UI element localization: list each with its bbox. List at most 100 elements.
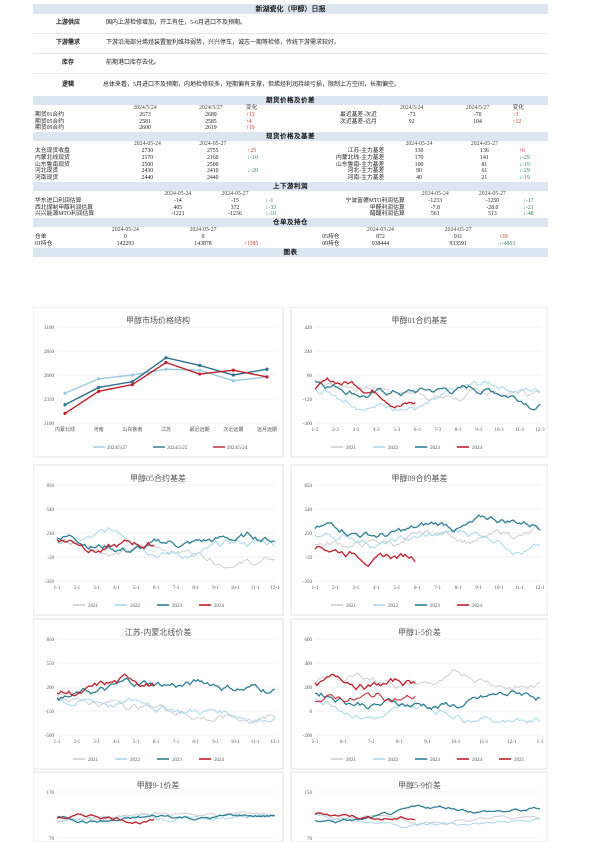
x-tick-label: 12-1 xyxy=(507,740,517,745)
header-cell: 2024-05-27 xyxy=(470,141,498,148)
table-header-row: 2024/5/24 2024/5/27 变化 2024/5/24 2024/5/27 变化 xyxy=(33,105,548,112)
y-tick-label: 2350 xyxy=(44,398,55,403)
chart-frame xyxy=(290,307,548,458)
chart-title: 甲醇市场价格结构 xyxy=(126,315,190,325)
y-tick-label: 0 xyxy=(310,710,313,715)
table-cell: 2500 xyxy=(141,161,154,168)
table-cell xyxy=(379,125,445,132)
x-tick-label: 1-1 xyxy=(312,586,319,591)
series-line xyxy=(314,689,541,710)
summary-text: 下游沿海部分烯烃装置盈利维持弱势，兴兴停车，诚志一期等检修，传统下游需求较好。 xyxy=(106,40,341,46)
x-tick-label: 2-1 xyxy=(73,740,80,745)
x-tick-label: 河南 xyxy=(94,426,104,433)
x-tick-label: 9-1 xyxy=(424,740,431,745)
table-cell: 938444 xyxy=(371,240,390,247)
x-tick-label: 8-3 xyxy=(455,428,462,433)
y-tick-label: 2100 xyxy=(44,422,55,427)
table-cell: 90 xyxy=(416,168,422,175)
table-cell: -73 xyxy=(407,111,416,118)
profit-table: 2024-05-24 2024-05-27 2024-05-24 2024-05-27… xyxy=(33,191,548,218)
y-tick-label: 540 xyxy=(305,508,313,513)
series-line xyxy=(314,379,541,402)
x-tick-label: 11-1 xyxy=(251,586,260,591)
header-cell xyxy=(276,141,386,148)
series-line xyxy=(314,812,541,826)
row-label: 江苏-主力基差 xyxy=(347,147,385,154)
table-cell: 561 xyxy=(430,211,440,218)
series-line xyxy=(56,813,276,824)
y-tick-label: -50 xyxy=(305,556,312,561)
table-cell: 143878 xyxy=(194,240,212,247)
table-row: 太仓现货收盘 2730 2755 ↑25 江苏-主力基差 130 136 ↑6 xyxy=(33,148,548,155)
y-tick-label: 400 xyxy=(305,662,313,667)
data-point xyxy=(164,360,168,365)
series-line xyxy=(314,380,541,411)
legend-label: 2021 xyxy=(346,446,357,451)
header-cell: 2024-05-24 xyxy=(405,141,433,148)
x-tick-label: 1-1 xyxy=(537,740,544,745)
summary-label: 上游供应 xyxy=(55,20,80,26)
chart-7: 甲醇9-1价差 170 70 xyxy=(33,771,284,842)
chart-title: 甲醇09合约基差 xyxy=(392,473,448,483)
y-tick-label: 150 xyxy=(305,791,313,796)
change-cell: ↑25 xyxy=(247,147,257,154)
header-cell: 2024/5/27 xyxy=(465,105,490,111)
x-tick-label: 8-1 xyxy=(192,586,199,591)
chart-8: 甲醇5-9价差 150 70 xyxy=(290,771,548,842)
legend-label: 2024 xyxy=(472,604,483,609)
legend-label: 2022 xyxy=(388,604,399,609)
legend-label: 2023 xyxy=(172,758,183,763)
chart-title: 甲醇5-9价差 xyxy=(398,780,441,790)
data-point xyxy=(198,363,202,367)
legend-label: 2023 xyxy=(430,758,441,763)
header-cell: 2024-05-27 xyxy=(444,227,472,234)
header-cell xyxy=(281,105,379,112)
table-cell: -28.0 xyxy=(486,204,499,211)
series-line xyxy=(56,813,276,823)
summary-text: 国内上游检修增加，开工有任，5-6月进口不及预期。 xyxy=(106,20,246,26)
series-line xyxy=(314,812,416,821)
legend-label: 2024 xyxy=(214,604,225,609)
y-tick-label: 2600 xyxy=(44,374,55,379)
x-tick-label: 6-3 xyxy=(414,428,421,433)
change-cell: ↑13 xyxy=(245,111,255,118)
series-line xyxy=(56,673,155,697)
table-cell: -1236 xyxy=(228,211,242,218)
change-cell xyxy=(511,125,548,132)
table-header-row: 2024-05-24 2024-05-27 2024-05-24 2024-05-27 xyxy=(33,141,548,148)
change-cell xyxy=(245,175,276,182)
x-tick-label: 7-3 xyxy=(434,428,441,433)
x-tick-label: 10-1 xyxy=(451,740,461,745)
x-tick-label: 7-1 xyxy=(173,586,180,591)
legend-label: 2023 xyxy=(430,604,441,609)
table-cell: 2600 xyxy=(139,125,151,132)
row-label: 内蒙北线-主力基差 xyxy=(336,154,385,161)
chart-title: 甲醇9-1价差 xyxy=(137,780,180,790)
table-cell: 2585 xyxy=(205,118,217,125)
change-cell: ↓-10 xyxy=(265,211,277,218)
charts-band: 图表 xyxy=(33,247,548,257)
header-cell xyxy=(33,105,112,112)
series-line xyxy=(56,813,155,825)
legend-label: 2024/5/27 xyxy=(107,446,128,451)
chart-title: 甲醇1-5价差 xyxy=(398,627,441,637)
y-tick-label: 200 xyxy=(305,686,313,691)
table-cell: -1233 xyxy=(428,197,443,204)
position-table: 2024-05-24 2024-05-27 2024-05-24 2024-05-27… xyxy=(33,227,548,247)
data-point xyxy=(63,403,67,407)
table-cell: 2581 xyxy=(139,118,151,125)
x-tick-label: 2-3 xyxy=(332,428,339,433)
table-cell: 2730 xyxy=(141,147,154,154)
table-cell: -15 xyxy=(231,197,239,204)
table-cell: 0 xyxy=(123,233,127,240)
x-tick-label: 3-1 xyxy=(93,586,100,591)
table-cell: 2160 xyxy=(206,154,219,161)
x-tick-label: 3-3 xyxy=(353,428,360,433)
table-cell: 2410 xyxy=(206,168,219,175)
x-tick-label: 最近远期 xyxy=(190,426,210,433)
x-tick-label: 5-1 xyxy=(393,586,400,591)
series-line xyxy=(314,668,541,691)
x-tick-label: 4-1 xyxy=(113,586,120,591)
change-cell xyxy=(242,234,288,241)
